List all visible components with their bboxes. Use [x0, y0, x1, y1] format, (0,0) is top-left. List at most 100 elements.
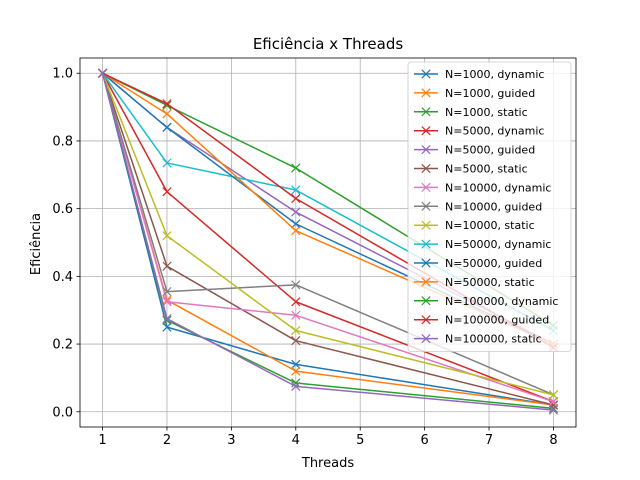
legend-label: N=10000, guided — [445, 200, 542, 213]
marker-stroke — [162, 99, 172, 109]
data-point — [291, 193, 301, 204]
data-point — [162, 322, 172, 332]
legend-item: N=5000, static — [414, 163, 528, 176]
axis-ticks: 1 2 3 4 5 6 7 8 0.0 0.2 0.4 0.6 0.8 1.0 — [52, 67, 557, 448]
data-point — [291, 280, 301, 290]
legend-marker — [421, 126, 431, 136]
marker-stroke — [291, 219, 301, 229]
data-point — [291, 207, 301, 217]
x-tick-label: 5 — [356, 433, 364, 448]
marker-stroke — [291, 310, 301, 320]
data-point — [548, 405, 559, 415]
data-point — [548, 396, 559, 407]
data-point — [162, 158, 172, 168]
marker-stroke — [162, 231, 172, 241]
legend-item: N=5000, dynamic — [414, 125, 544, 138]
data-point — [291, 185, 301, 195]
legend-item: N=10000, guided — [414, 200, 542, 213]
marker-stroke — [162, 314, 172, 324]
data-point — [162, 261, 172, 271]
series-line — [101, 72, 554, 396]
data-point — [548, 403, 559, 414]
legend-marker — [421, 258, 431, 268]
series-n-100000-static — [97, 68, 559, 415]
marker-stroke — [291, 359, 301, 369]
legend-marker — [421, 107, 431, 117]
legend-marker — [421, 239, 431, 249]
marker-stroke — [291, 163, 301, 173]
legend-marker — [421, 277, 431, 287]
series-line — [101, 73, 554, 411]
legend-item: N=100000, dynamic — [414, 295, 558, 308]
data-point — [291, 359, 301, 369]
marker-stroke — [162, 109, 172, 119]
legend-label: N=5000, dynamic — [445, 125, 544, 138]
x-tick-label: 4 — [292, 433, 300, 448]
marker-stroke — [291, 381, 301, 392]
data-point — [162, 122, 172, 133]
legend-item: N=100000, guided — [414, 314, 549, 327]
data-point — [291, 297, 301, 307]
y-tick-label: 0.0 — [52, 405, 73, 420]
x-tick-label: 7 — [485, 433, 493, 448]
marker-stroke — [291, 336, 301, 346]
marker-stroke — [97, 68, 108, 78]
data-point — [162, 187, 172, 197]
marker-stroke — [548, 390, 559, 400]
data-point — [291, 378, 301, 388]
marker-stroke — [162, 158, 172, 168]
x-tick-label: 6 — [420, 433, 428, 448]
marker-stroke — [162, 297, 172, 307]
legend-label: N=50000, dynamic — [445, 238, 551, 251]
data-point — [291, 310, 301, 320]
legend-label: N=5000, guided — [445, 144, 535, 157]
y-tick-label: 0.8 — [52, 134, 73, 149]
plot-frame — [79, 57, 577, 428]
series-line — [101, 73, 554, 403]
legend-marker — [421, 144, 431, 155]
data-point — [97, 68, 108, 78]
legend-label: N=10000, static — [445, 219, 535, 232]
marker-stroke — [291, 366, 301, 376]
legend-marker — [421, 201, 431, 211]
y-tick-label: 1.0 — [52, 67, 73, 82]
data-point — [291, 226, 301, 236]
legend-marker — [421, 182, 431, 193]
legend-label: N=100000, static — [445, 333, 542, 346]
legend-label: N=1000, dynamic — [445, 68, 544, 81]
marker-stroke — [162, 322, 172, 332]
data-point — [291, 366, 301, 376]
legend-item: N=1000, dynamic — [414, 68, 544, 81]
y-axis-label: Eficiência — [29, 213, 44, 275]
marker-stroke — [162, 261, 172, 271]
legend-marker — [421, 296, 431, 306]
legend-marker — [421, 88, 431, 98]
data-point — [162, 231, 172, 241]
legend-item: N=50000, guided — [414, 257, 542, 270]
x-tick-label: 8 — [549, 433, 557, 448]
data-point — [162, 314, 172, 324]
data-point — [291, 325, 301, 336]
data-point — [291, 381, 301, 392]
marker-stroke — [162, 100, 172, 111]
y-tick-label: 0.6 — [52, 202, 73, 217]
data-point — [291, 336, 301, 346]
marker-stroke — [291, 280, 301, 290]
marker-stroke — [548, 396, 559, 407]
legend-label: N=5000, static — [445, 163, 528, 176]
legend-marker — [421, 333, 431, 344]
legend-marker — [421, 69, 431, 79]
x-tick-label: 3 — [227, 433, 235, 448]
legend-label: N=1000, static — [445, 106, 528, 119]
marker-stroke — [548, 405, 559, 415]
x-axis-label: Threads — [301, 456, 354, 471]
legend-item: N=50000, static — [414, 276, 535, 289]
marker-stroke — [162, 315, 172, 325]
marker-stroke — [291, 185, 301, 195]
marker-stroke — [291, 193, 301, 204]
legend-item: N=1000, static — [414, 106, 528, 119]
legend-item: N=10000, static — [414, 219, 535, 232]
marker-stroke — [291, 297, 301, 307]
marker-stroke — [291, 325, 301, 336]
legend-box — [407, 61, 572, 352]
